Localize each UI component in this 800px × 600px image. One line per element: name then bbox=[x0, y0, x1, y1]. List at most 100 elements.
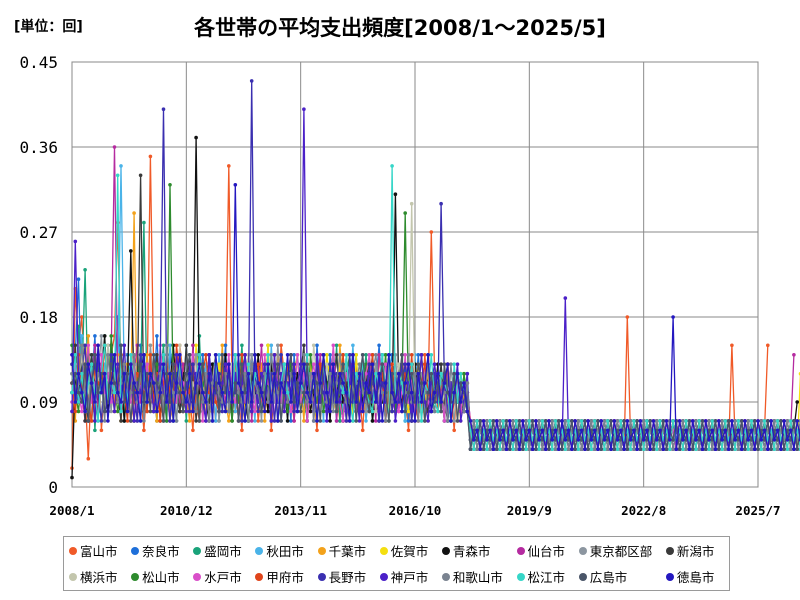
data-point bbox=[606, 447, 610, 451]
data-point bbox=[204, 419, 208, 423]
data-point bbox=[459, 381, 463, 385]
data-point bbox=[260, 410, 264, 414]
data-point bbox=[675, 447, 679, 451]
data-point bbox=[175, 381, 179, 385]
data-point bbox=[763, 429, 767, 433]
data-point bbox=[191, 362, 195, 366]
data-point bbox=[420, 419, 424, 423]
data-point bbox=[328, 362, 332, 366]
data-point bbox=[309, 353, 313, 357]
data-point bbox=[609, 447, 613, 451]
x-tick-label: 2019/9 bbox=[507, 503, 552, 518]
data-point bbox=[361, 429, 365, 433]
data-point bbox=[371, 362, 375, 366]
data-point bbox=[613, 419, 617, 423]
data-point bbox=[325, 419, 329, 423]
data-point bbox=[472, 419, 476, 423]
data-point bbox=[292, 362, 296, 366]
data-point bbox=[87, 457, 91, 461]
legend-marker bbox=[579, 547, 587, 555]
legend-item: 神戸市 bbox=[380, 567, 438, 586]
data-point bbox=[743, 419, 747, 423]
data-point bbox=[178, 353, 182, 357]
data-point bbox=[492, 419, 496, 423]
data-point bbox=[74, 353, 78, 357]
data-point bbox=[116, 391, 120, 395]
data-point bbox=[720, 447, 724, 451]
legend-item: 水戸市 bbox=[193, 567, 251, 586]
data-point bbox=[462, 381, 466, 385]
data-point bbox=[557, 419, 561, 423]
data-point bbox=[234, 183, 238, 187]
data-point bbox=[547, 447, 551, 451]
data-point bbox=[240, 419, 244, 423]
data-point bbox=[286, 419, 290, 423]
data-point bbox=[795, 419, 799, 423]
data-point bbox=[93, 334, 97, 338]
data-point bbox=[119, 344, 123, 348]
data-point bbox=[266, 362, 270, 366]
data-point bbox=[185, 344, 189, 348]
data-point bbox=[279, 344, 283, 348]
data-point bbox=[577, 438, 581, 442]
data-point bbox=[426, 353, 430, 357]
data-point bbox=[80, 334, 84, 338]
data-point bbox=[524, 447, 528, 451]
data-point bbox=[521, 419, 525, 423]
data-point bbox=[90, 362, 94, 366]
data-point bbox=[178, 344, 182, 348]
data-point bbox=[328, 353, 332, 357]
x-tick-label: 2008/1 bbox=[49, 503, 94, 518]
legend-marker bbox=[380, 573, 388, 581]
data-point bbox=[763, 447, 767, 451]
data-point bbox=[100, 353, 104, 357]
data-point bbox=[753, 419, 757, 423]
data-point bbox=[498, 419, 502, 423]
data-point bbox=[681, 438, 685, 442]
data-point bbox=[305, 400, 309, 404]
data-point bbox=[191, 344, 195, 348]
legend-label: 富山市 bbox=[80, 541, 118, 560]
series-4 bbox=[70, 164, 779, 451]
data-point bbox=[158, 391, 162, 395]
data-point bbox=[577, 447, 581, 451]
data-point bbox=[410, 353, 414, 357]
data-point bbox=[616, 419, 620, 423]
data-point bbox=[364, 353, 368, 357]
data-point bbox=[224, 362, 228, 366]
data-point bbox=[234, 410, 238, 414]
data-point bbox=[302, 344, 306, 348]
data-point bbox=[626, 447, 630, 451]
data-point bbox=[129, 249, 133, 253]
data-point bbox=[423, 353, 427, 357]
data-point bbox=[358, 419, 362, 423]
data-point bbox=[590, 447, 594, 451]
data-point bbox=[485, 447, 489, 451]
data-point bbox=[511, 419, 515, 423]
data-point bbox=[292, 353, 296, 357]
data-point bbox=[100, 391, 104, 395]
data-point bbox=[760, 419, 764, 423]
legend-label: 千葉市 bbox=[329, 541, 367, 560]
data-point bbox=[384, 362, 388, 366]
data-point bbox=[93, 353, 97, 357]
data-point bbox=[452, 362, 456, 366]
data-point bbox=[498, 438, 502, 442]
data-point bbox=[247, 362, 251, 366]
data-point bbox=[93, 419, 97, 423]
data-point bbox=[70, 391, 74, 395]
data-point bbox=[302, 419, 306, 423]
data-point bbox=[684, 429, 688, 433]
data-point bbox=[77, 391, 81, 395]
data-point bbox=[658, 447, 662, 451]
data-point bbox=[286, 400, 290, 404]
data-point bbox=[430, 353, 434, 357]
data-point bbox=[459, 372, 463, 376]
data-point bbox=[371, 353, 375, 357]
data-point bbox=[544, 447, 548, 451]
data-point bbox=[417, 362, 421, 366]
series-1 bbox=[70, 155, 769, 470]
data-point bbox=[619, 447, 623, 451]
data-point bbox=[240, 344, 244, 348]
data-point bbox=[508, 447, 512, 451]
